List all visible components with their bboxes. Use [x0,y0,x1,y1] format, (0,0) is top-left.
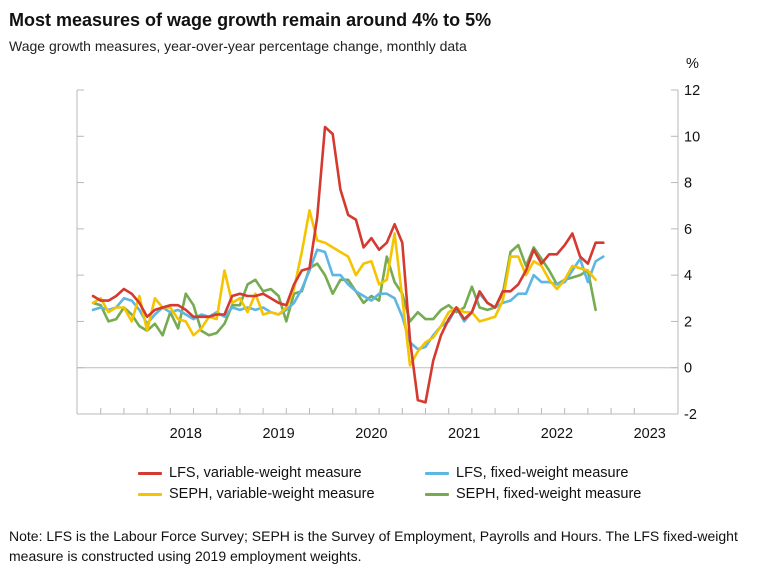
x-tick-label-2018: 2018 [170,426,202,442]
x-tick-label-2019: 2019 [262,426,294,442]
legend-item-seph-variable: SEPH, variable-weight measure [138,486,375,502]
y-tick-label: 0 [684,361,692,377]
legend-swatch-lfs-variable [138,471,162,475]
legend-swatch-seph-variable [138,492,162,496]
chart-note: Note: LFS is the Labour Force Survey; SE… [9,528,738,564]
chart-subtitle: Wage growth measures, year-over-year per… [9,38,467,54]
y-tick-label: 12 [684,83,700,99]
y-tick-label: 2 [684,314,692,330]
line-chart: 12 10 8 6 4 2 0 -2% 2018 2019 2020 2021 2022 2023 [76,56,700,442]
y-tick-label: 6 [684,222,692,238]
series-line-lfs-fixed-weight-measure [91,248,605,351]
series-line-seph-variable-weight-measure [91,209,597,367]
y-tick-label: -2 [684,407,697,423]
legend-label-seph-fixed: SEPH, fixed-weight measure [456,486,642,502]
x-tick-label-2022: 2022 [541,426,573,442]
legend-label-lfs-fixed: LFS, fixed-weight measure [456,465,629,481]
y-tick-label: 4 [684,268,692,284]
y-axis-unit: % [686,56,699,72]
x-tick-label-2020: 2020 [355,426,387,442]
series-line-lfs-variable-weight-measure [91,125,605,404]
legend-swatch-seph-fixed [425,492,449,496]
legend-swatch-lfs-fixed [425,471,449,475]
x-tick-label-2023: 2023 [634,426,666,442]
legend-item-seph-fixed: SEPH, fixed-weight measure [425,486,641,502]
y-tick-label: 8 [684,176,692,192]
chart-title: Most measures of wage growth remain arou… [9,10,492,30]
legend-item-lfs-fixed: LFS, fixed-weight measure [425,465,628,481]
x-tick-label-2021: 2021 [448,426,480,442]
legend-item-lfs-variable: LFS, variable-weight measure [138,465,362,481]
legend-label-lfs-variable: LFS, variable-weight measure [169,465,362,481]
legend-label-seph-variable: SEPH, variable-weight measure [169,486,375,502]
y-tick-label: 10 [684,129,700,145]
